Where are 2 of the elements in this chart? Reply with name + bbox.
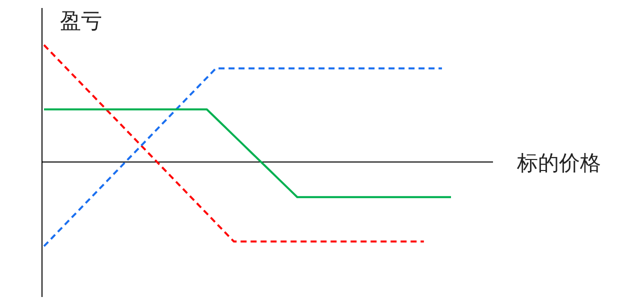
y-axis-title: 盈亏 — [60, 9, 102, 33]
x-axis-title: 标的价格 — [516, 151, 601, 175]
